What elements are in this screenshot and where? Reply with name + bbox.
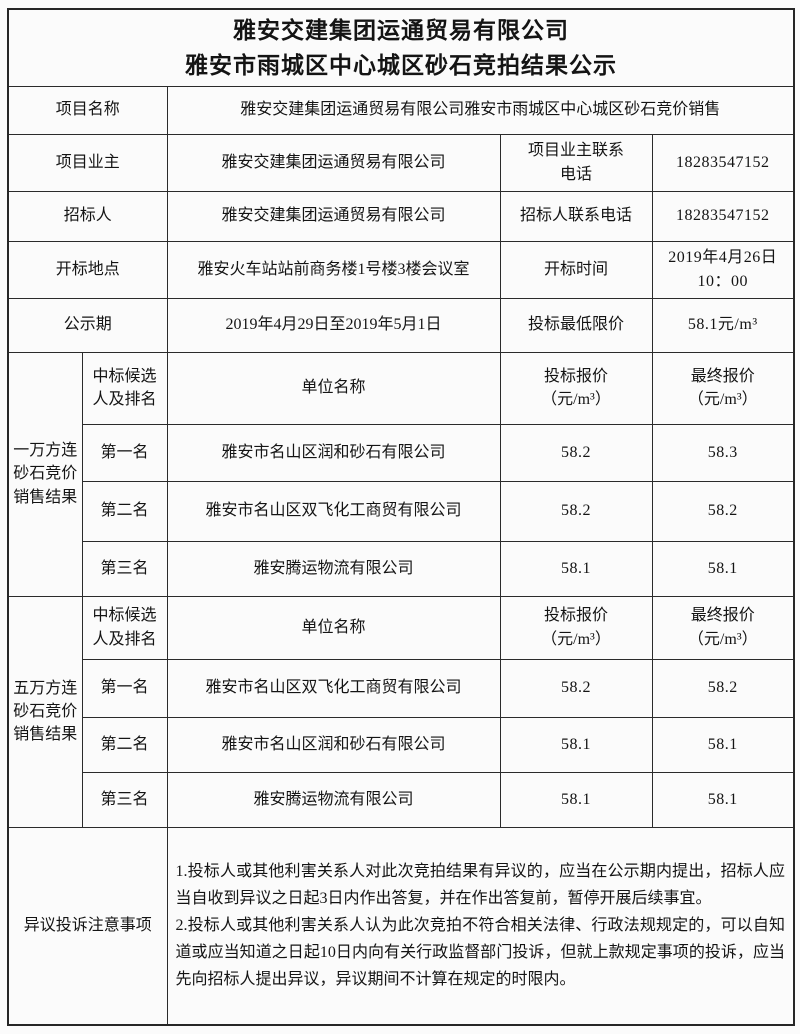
row-period: 公示期 2019年4月29日至2019年5月1日 投标最低限价 58.1元/m³ [7, 297, 795, 353]
title-line-1: 雅安交建集团运通贸易有限公司 [233, 16, 570, 43]
table-row: 第二名 雅安市名山区润和砂石有限公司 58.1 58.1 [8, 716, 795, 773]
group1-row3-name: 雅安腾运物流有限公司 [166, 540, 501, 597]
table-row: 第一名 雅安市名山区双飞化工商贸有限公司 58.2 58.2 [8, 658, 795, 718]
group2-row3-final: 58.1 [651, 771, 795, 828]
table-row: 第一名 雅安市名山区润和砂石有限公司 58.2 58.3 [8, 423, 795, 482]
group1-row1-final: 58.3 [651, 423, 795, 482]
owner-label: 项目业主 [7, 133, 168, 192]
bidder-label: 招标人 [7, 190, 168, 242]
group1-header-rank: 中标候选 人及排名 [81, 351, 168, 425]
announcement-table: 雅安交建集团运通贸易有限公司 雅安市雨城区中心城区砂石竞拍结果公示 项目名称 雅… [7, 8, 796, 1026]
group2-row2-final: 58.1 [651, 716, 795, 773]
group1-row3-final: 58.1 [651, 540, 795, 597]
notes-label: 异议投诉注意事项 [7, 826, 168, 1026]
owner-phone-label: 项目业主联系 电话 [499, 133, 653, 192]
page-title: 雅安交建集团运通贸易有限公司 雅安市雨城区中心城区砂石竞拍结果公示 [7, 8, 795, 87]
group2-header-rank: 中标候选 人及排名 [81, 595, 168, 660]
group2-row3-name: 雅安腾运物流有限公司 [166, 771, 501, 828]
group2-row1-rank: 第一名 [81, 658, 168, 718]
table-row: 第三名 雅安腾运物流有限公司 58.1 58.1 [8, 540, 795, 597]
group2-header-final: 最终报价 （元/m³） [651, 595, 795, 660]
bidder-value: 雅安交建集团运通贸易有限公司 [166, 190, 501, 242]
title-line-2: 雅安市雨城区中心城区砂石竞拍结果公示 [185, 51, 618, 78]
project-name-value: 雅安交建集团运通贸易有限公司雅安市雨城区中心城区砂石竞价销售 [166, 85, 795, 135]
group2-row1-bid: 58.2 [499, 658, 653, 718]
group1-row1-name: 雅安市名山区润和砂石有限公司 [166, 423, 501, 482]
group2-header-row: 五万方连 砂石竞价 销售结果 中标候选 人及排名 单位名称 投标报价 （元/m³… [7, 595, 795, 828]
group2-row3-bid: 58.1 [499, 771, 653, 828]
project-name-label: 项目名称 [7, 85, 168, 135]
row-owner: 项目业主 雅安交建集团运通贸易有限公司 项目业主联系 电话 1828354715… [7, 133, 795, 192]
group1-row2-rank: 第二名 [81, 480, 168, 542]
bidder-phone-value: 18283547152 [651, 190, 795, 242]
group1-row2-final: 58.2 [651, 480, 795, 542]
row-venue: 开标地点 雅安火车站站前商务楼1号楼3楼会议室 开标时间 2019年4月26日 … [7, 240, 795, 299]
notes-content: 1.投标人或其他利害关系人对此次竞拍结果有异议的，应当在公示期内提出，招标人应当… [166, 826, 795, 1026]
group1-row1-bid: 58.2 [499, 423, 653, 482]
group2-row2-rank: 第二名 [81, 716, 168, 773]
bidder-phone-label: 招标人联系电话 [499, 190, 653, 242]
group1-row3-bid: 58.1 [499, 540, 653, 597]
group1-row2-name: 雅安市名山区双飞化工商贸有限公司 [166, 480, 501, 542]
group1-side-label: 一万方连 砂石竞价 销售结果 [7, 351, 83, 597]
group2-side-label: 五万方连 砂石竞价 销售结果 [7, 595, 83, 828]
owner-value: 雅安交建集团运通贸易有限公司 [166, 133, 501, 192]
group1-header-name: 单位名称 [166, 351, 501, 425]
open-time-value: 2019年4月26日 10：00 [651, 240, 795, 299]
open-time-label: 开标时间 [499, 240, 653, 299]
row-bidder: 招标人 雅安交建集团运通贸易有限公司 招标人联系电话 18283547152 [7, 190, 795, 242]
group2-row2-name: 雅安市名山区润和砂石有限公司 [166, 716, 501, 773]
title-row: 雅安交建集团运通贸易有限公司 雅安市雨城区中心城区砂石竞拍结果公示 [7, 8, 795, 87]
group1-row1-rank: 第一名 [81, 423, 168, 482]
group2-row3-rank: 第三名 [81, 771, 168, 828]
row-project-name: 项目名称 雅安交建集团运通贸易有限公司雅安市雨城区中心城区砂石竞价销售 [7, 85, 795, 135]
group1-header-row: 一万方连 砂石竞价 销售结果 中标候选 人及排名 单位名称 投标报价 （元/m³… [7, 351, 795, 597]
table-row: 第二名 雅安市名山区双飞化工商贸有限公司 58.2 58.2 [8, 480, 795, 542]
floor-price-label: 投标最低限价 [499, 297, 653, 353]
group1-header-bid: 投标报价 （元/m³） [499, 351, 653, 425]
venue-value: 雅安火车站站前商务楼1号楼3楼会议室 [166, 240, 501, 299]
group2-row1-final: 58.2 [651, 658, 795, 718]
group2-header-name: 单位名称 [166, 595, 501, 660]
table-row: 第三名 雅安腾运物流有限公司 58.1 58.1 [8, 771, 795, 828]
group2-row2-bid: 58.1 [499, 716, 653, 773]
period-value: 2019年4月29日至2019年5月1日 [166, 297, 501, 353]
group2-row1-name: 雅安市名山区双飞化工商贸有限公司 [166, 658, 501, 718]
group1-row3-rank: 第三名 [81, 540, 168, 597]
notes-item-2: 2.投标人或其他利害关系人认为此次竞拍不符合相关法律、行政法规规定的，可以自知道… [175, 917, 786, 989]
venue-label: 开标地点 [7, 240, 168, 299]
notes-item-1: 1.投标人或其他利害关系人对此次竞拍结果有异议的，应当在公示期内提出，招标人应当… [175, 863, 786, 908]
floor-price-value: 58.1元/m³ [651, 297, 795, 353]
group1-row2-bid: 58.2 [499, 480, 653, 542]
group1-header-final: 最终报价 （元/m³） [651, 351, 795, 425]
group2-header-bid: 投标报价 （元/m³） [499, 595, 653, 660]
period-label: 公示期 [7, 297, 168, 353]
row-notes: 异议投诉注意事项 1.投标人或其他利害关系人对此次竞拍结果有异议的，应当在公示期… [7, 826, 795, 1026]
owner-phone-value: 18283547152 [651, 133, 795, 192]
